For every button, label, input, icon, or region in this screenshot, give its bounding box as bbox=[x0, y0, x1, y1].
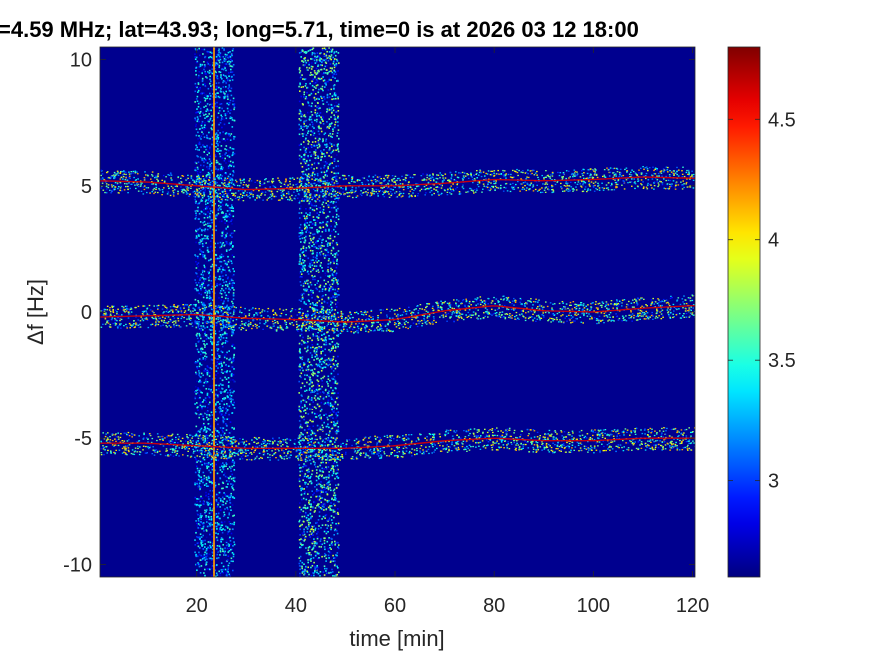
x-tick-label: 100 bbox=[577, 595, 610, 617]
vertical-line bbox=[213, 47, 215, 577]
y-tick-label: -10 bbox=[63, 554, 92, 576]
heatmap-layer bbox=[100, 47, 695, 577]
colorbar-tick-label: 3 bbox=[768, 471, 779, 493]
y-tick-label: 5 bbox=[81, 176, 92, 198]
trace-3 bbox=[100, 427, 695, 461]
y-tick-label: 10 bbox=[70, 50, 92, 72]
colorbar-tick-label: 3.5 bbox=[768, 350, 796, 372]
x-tick-label: 40 bbox=[285, 595, 307, 617]
y-axis: -10 -5 0 5 10 bbox=[63, 50, 695, 576]
colorbar-bar bbox=[727, 46, 761, 578]
y-tick-label: 0 bbox=[81, 302, 92, 324]
x-tick-label: 120 bbox=[676, 595, 709, 617]
colorbar: 3 3.5 4 4.5 bbox=[727, 46, 796, 578]
vertical-band bbox=[298, 47, 340, 577]
x-tick-label: 20 bbox=[186, 595, 208, 617]
plot-area bbox=[99, 46, 696, 578]
vertical-band bbox=[194, 47, 236, 577]
colorbar-ticks: 3 3.5 4 4.5 bbox=[728, 109, 796, 493]
trace-2 bbox=[100, 294, 695, 334]
trace-1 bbox=[100, 166, 695, 202]
y-tick-label: -5 bbox=[74, 428, 92, 450]
x-tick-label: 80 bbox=[483, 595, 505, 617]
chart-title: =4.59 MHz; lat=43.93; long=5.71, time=0 … bbox=[0, 17, 639, 42]
colorbar-tick-label: 4 bbox=[768, 230, 779, 252]
y-axis-label: Δf [Hz] bbox=[23, 279, 48, 345]
colorbar-tick-label: 4.5 bbox=[768, 109, 796, 131]
x-tick-label: 60 bbox=[384, 595, 406, 617]
x-axis: 20 40 60 80 100 120 bbox=[186, 47, 709, 617]
x-axis-label: time [min] bbox=[349, 626, 444, 651]
